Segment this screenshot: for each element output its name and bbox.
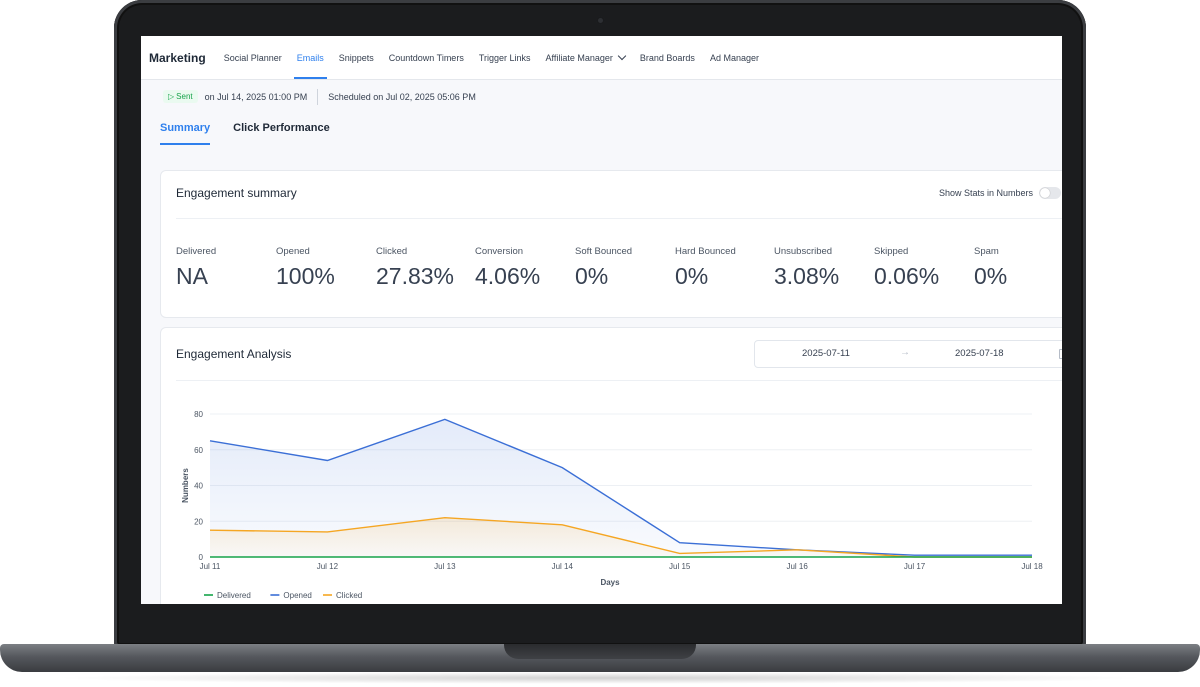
laptop-shadow <box>50 672 1150 684</box>
engagement-summary-title: Engagement summary <box>176 186 297 200</box>
stat-value: NA <box>176 263 208 289</box>
area-clicked <box>210 517 1032 557</box>
date-range-picker[interactable]: 2025-07-11 → 2025-07-18 <box>754 340 1062 368</box>
nav-item-trigger-links[interactable]: Trigger Links <box>478 52 531 63</box>
engagement-analysis-title: Engagement Analysis <box>176 347 292 361</box>
x-tick-label: Jul 12 <box>317 562 339 571</box>
summary-divider <box>176 218 1062 219</box>
legend-label: Clicked <box>336 591 362 600</box>
y-tick-label: 40 <box>194 482 203 491</box>
stat-label: Hard Bounced <box>675 246 736 257</box>
send-arrow-icon: ▷ <box>168 92 175 101</box>
tab-summary[interactable]: Summary <box>160 122 211 145</box>
legend-label: Delivered <box>217 591 251 600</box>
engagement-analysis-card: Engagement Analysis 2025-07-11 → 2025-07… <box>160 327 1062 604</box>
legend-label: Opened <box>283 591 311 600</box>
stat-value: 0.06% <box>874 263 940 289</box>
brand-title: Marketing <box>149 50 206 65</box>
stat-clicked: Clicked 27.83% <box>376 246 454 290</box>
stat-label: Clicked <box>376 246 408 257</box>
stat-value: 0% <box>575 263 609 289</box>
y-axis-label: Numbers <box>181 468 190 503</box>
show-stats-toggle[interactable] <box>1039 187 1061 199</box>
stat-label: Spam <box>974 246 999 257</box>
stat-value: 0% <box>675 263 709 289</box>
stat-skipped: Skipped 0.06% <box>874 246 939 290</box>
chevron-down-icon <box>617 51 627 61</box>
stat-unsubscribed: Unsubscribed 3.08% <box>774 246 839 290</box>
nav-item-countdown-timers[interactable]: Countdown Timers <box>388 52 464 63</box>
nav-item-snippets[interactable]: Snippets <box>338 52 374 63</box>
nav-item-brand-boards[interactable]: Brand Boards <box>639 52 695 63</box>
stat-label: Unsubscribed <box>774 246 833 257</box>
x-tick-label: Jul 16 <box>786 562 808 571</box>
show-stats-toggle-group: Show Stats in Numbers <box>939 187 1061 199</box>
tab-click-performance[interactable]: Click Performance <box>233 122 330 134</box>
sent-date: on Jul 14, 2025 01:00 PM <box>204 91 308 102</box>
camera-icon <box>596 16 605 25</box>
stat-conversion: Conversion 4.06% <box>475 246 540 290</box>
series-line-opened <box>209 418 1032 556</box>
x-tick-label: Jul 13 <box>434 562 456 571</box>
top-navigation: Marketing Social Planner Emails Snippets… <box>141 36 1062 80</box>
stat-value: 0% <box>974 263 1008 289</box>
x-tick-label: Jul 15 <box>669 562 691 571</box>
nav-item-ad-manager[interactable]: Ad Manager <box>709 52 759 63</box>
analysis-divider <box>176 380 1062 381</box>
date-from[interactable]: 2025-07-11 <box>802 348 850 359</box>
nav-item-affiliate-manager[interactable]: Affiliate Manager <box>545 36 627 79</box>
x-tick-label: Jul 17 <box>904 562 926 571</box>
stat-value: 3.08% <box>774 263 840 289</box>
report-tabs: Summary Click Performance <box>160 122 353 145</box>
stat-hard-bounced: Hard Bounced 0% <box>675 246 736 290</box>
x-tick-label: Jul 18 <box>1021 562 1043 571</box>
arrow-right-icon: → <box>900 347 910 358</box>
sent-status-badge: ▷ Sent <box>163 90 198 103</box>
stat-value: 100% <box>276 263 335 289</box>
y-tick-label: 0 <box>199 553 204 562</box>
y-tick-label: 60 <box>194 446 203 455</box>
date-to[interactable]: 2025-07-18 <box>955 348 1004 359</box>
sent-badge-label: Sent <box>176 92 193 101</box>
stat-value: 27.83% <box>376 263 455 289</box>
stat-label: Delivered <box>176 246 217 257</box>
nav-item-social-planner[interactable]: Social Planner <box>223 52 282 63</box>
status-divider <box>317 88 319 105</box>
x-tick-label: Jul 14 <box>552 562 574 571</box>
stat-label: Conversion <box>475 246 524 257</box>
calendar-icon[interactable] <box>1059 349 1062 359</box>
stat-value: 4.06% <box>475 263 541 289</box>
stat-soft-bounced: Soft Bounced 0% <box>575 246 632 290</box>
nav-item-affiliate-manager-label: Affiliate Manager <box>545 52 613 63</box>
show-stats-label: Show Stats in Numbers <box>938 188 1033 198</box>
nav-item-emails[interactable]: Emails <box>293 36 327 79</box>
stat-label: Soft Bounced <box>575 246 633 257</box>
stat-label: Opened <box>276 246 310 257</box>
app-screen: Marketing Social Planner Emails Snippets… <box>141 36 1062 604</box>
y-tick-label: 20 <box>194 517 203 526</box>
scheduled-date: Scheduled on Jul 02, 2025 05:06 PM <box>328 91 476 102</box>
stat-delivered: Delivered NA <box>176 246 216 290</box>
email-status-row: ▷ Sent on Jul 14, 2025 01:00 PM Schedule… <box>163 88 476 105</box>
y-tick-label: 80 <box>194 410 203 419</box>
laptop-notch <box>504 644 696 659</box>
series-line-clicked <box>209 516 1032 558</box>
stat-opened: Opened 100% <box>276 246 335 290</box>
engagement-chart: 0 20 40 60 80 Jul 11 Jul 12 Jul 13 Jul 14 Jul 15 J… <box>181 410 1043 600</box>
x-axis-label: Days <box>600 578 620 587</box>
engagement-summary-card: Engagement summary Show Stats in Numbers… <box>160 170 1062 318</box>
x-tick-label: Jul 11 <box>200 562 221 571</box>
stat-spam: Spam 0% <box>974 246 1007 290</box>
stat-label: Skipped <box>874 246 909 257</box>
